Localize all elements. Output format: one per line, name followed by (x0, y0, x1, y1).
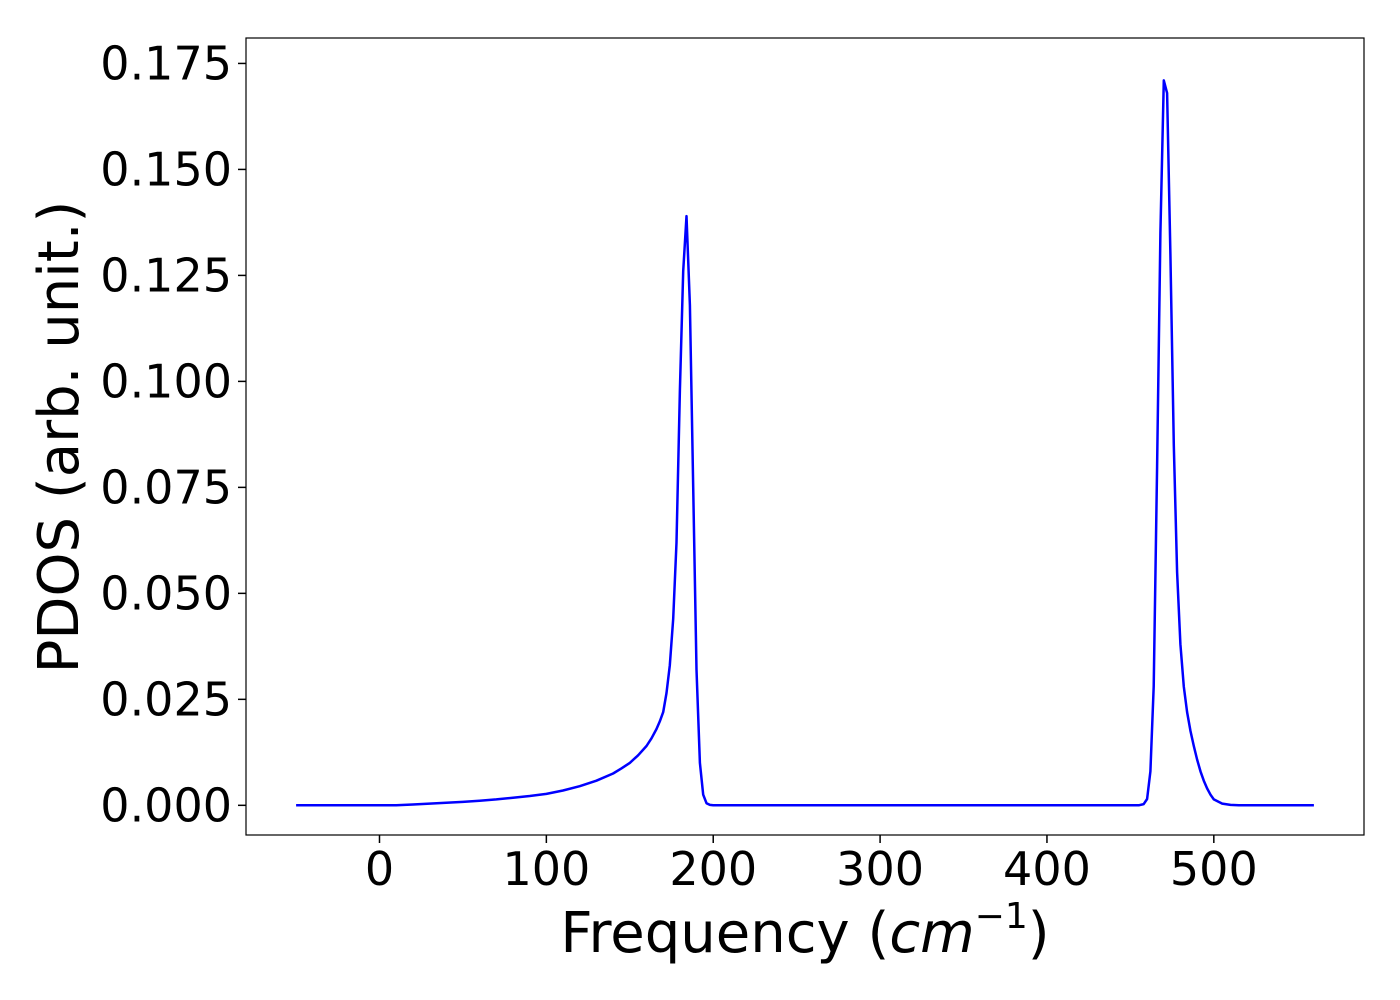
x-tick-label: 100 (502, 842, 590, 896)
y-tick-label: 0.175 (100, 36, 232, 90)
y-tick-label: 0.125 (100, 248, 232, 302)
x-tick-label: 200 (669, 842, 757, 896)
y-tick-label: 0.050 (100, 566, 232, 620)
x-axis-title: Frequency (cm−1) (560, 896, 1049, 966)
x-axis-label: Frequency (560, 901, 849, 966)
x-tick-label: 400 (1003, 842, 1091, 896)
plot-frame (245, 37, 1365, 836)
x-tick-label: 500 (1170, 842, 1258, 896)
y-tick-label: 0.075 (100, 460, 232, 514)
y-tick-label: 0.100 (100, 354, 232, 408)
y-axis-title: PDOS (arb. unit.) (27, 201, 92, 674)
y-tick-label: 0.150 (100, 142, 232, 196)
y-tick-label: 0.025 (100, 672, 232, 726)
x-axis: 0 100 200 300 400 500 (365, 835, 1258, 896)
x-tick-label: 300 (836, 842, 924, 896)
x-tick-label: 0 (365, 842, 394, 896)
pdos-line (296, 79, 1314, 807)
x-axis-unit: cm (889, 901, 974, 966)
y-axis: 0.000 0.025 0.050 0.075 0.100 0.125 0.150 0.175 (100, 36, 246, 832)
x-axis-unit-exponent: −1 (975, 896, 1028, 937)
y-tick-label: 0.000 (100, 778, 232, 832)
